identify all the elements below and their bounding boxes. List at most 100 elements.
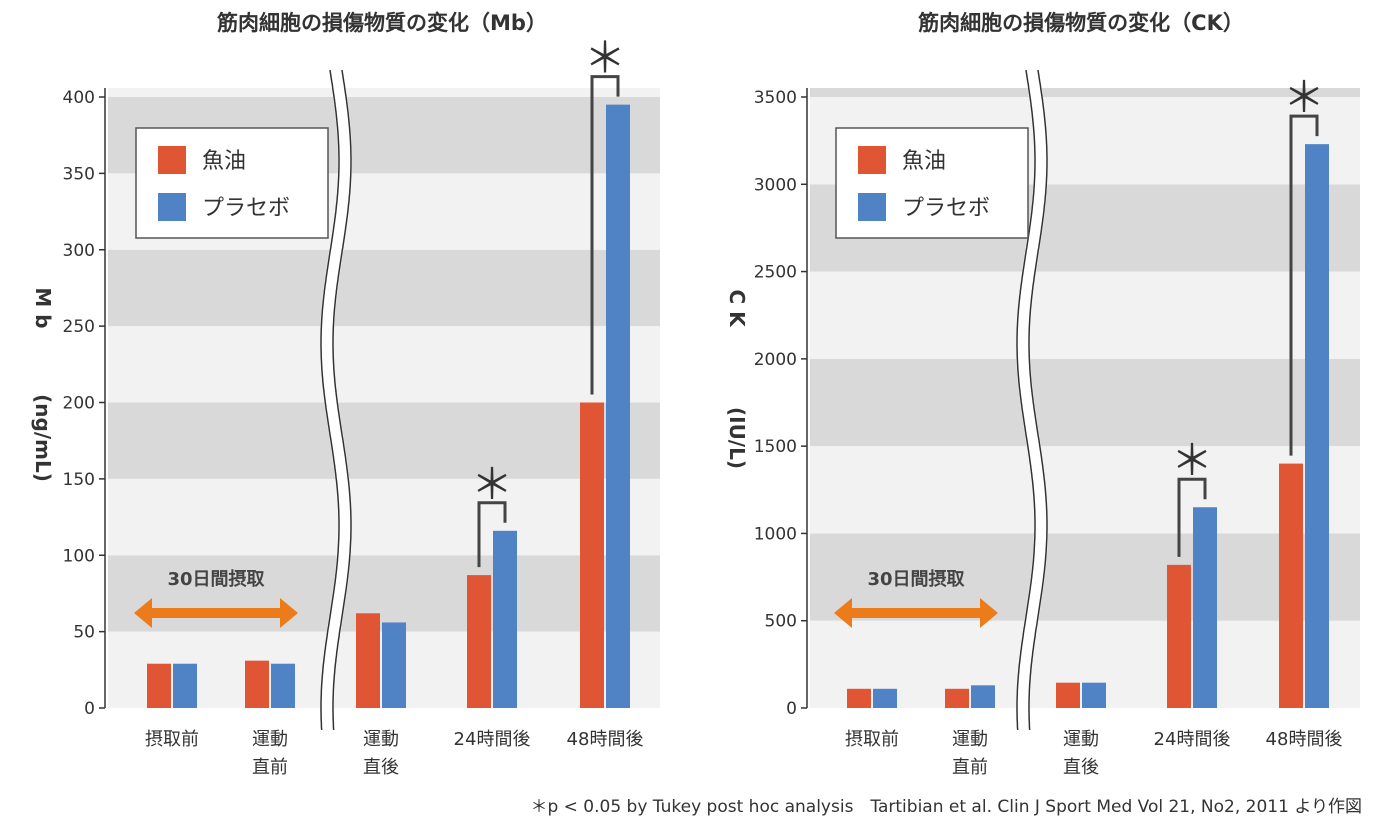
axis-break-line-left (1016, 69, 1036, 731)
y-tick-label: 3000 (754, 175, 797, 195)
legend-label: プラセボ (202, 196, 290, 221)
grid-band (108, 555, 660, 632)
bar-fish-oil-1 (147, 663, 171, 708)
grid-band (108, 88, 660, 97)
x-tick-label: 摂取前 (845, 729, 899, 750)
grid-band (810, 358, 1360, 447)
bar-placebo-5 (606, 104, 630, 708)
bar-placebo-4 (1193, 507, 1217, 708)
chart-figure: 筋肉細胞の損傷物質の変化（Mb） 0 50 100 150 200 250 300 350 400… (31, 11, 1360, 778)
y-axis-label-line2: (IU/L) (725, 407, 749, 469)
grid-band (108, 249, 660, 327)
significance-star: ＊ (1283, 73, 1325, 122)
bar-placebo-1 (873, 688, 897, 708)
grid-band (108, 326, 660, 403)
bar-fish-oil-5 (1279, 463, 1303, 708)
grid-band (810, 446, 1360, 534)
intake-arrow: 30日間摂取 (834, 568, 998, 628)
axis-break-line-right (332, 69, 352, 731)
y-tick-label: 3500 (754, 88, 797, 108)
y-tick-label: 250 (63, 317, 95, 337)
bar-fish-oil-1 (847, 688, 871, 708)
x-tick-label-line2: 直後 (1063, 757, 1099, 778)
axis-break-fill (320, 68, 352, 731)
x-tick-label: 24時間後 (454, 729, 531, 750)
double-arrow-shape (834, 598, 998, 628)
significance-bracket (590, 75, 620, 395)
grid-band (108, 402, 660, 479)
y-axis-label: M b (ng/mL) (31, 287, 55, 481)
intake-arrow: 30日間摂取 (134, 568, 298, 628)
legend-label: 魚油 (902, 149, 946, 174)
y-tick-label: 100 (63, 546, 95, 566)
y-tick-label: 350 (63, 164, 95, 184)
x-tick-label: 運動 (952, 729, 988, 750)
y-tick-label: 200 (63, 394, 95, 414)
y-tick-label: 150 (63, 470, 95, 490)
x-tick-label-line2: 直後 (363, 757, 399, 778)
axis-break-fill (1016, 68, 1048, 731)
significance-bracket (477, 501, 507, 568)
x-tick-label: 運動 (363, 729, 399, 750)
axis-break-line-left (320, 69, 340, 731)
bar-fish-oil-4 (1167, 564, 1191, 708)
grid-band (810, 271, 1360, 359)
y-axis-label: C K (IU/L) (725, 289, 749, 469)
significance-bracket (1289, 114, 1319, 456)
bar-fish-oil-2 (245, 660, 269, 708)
bar-placebo-3 (1082, 682, 1106, 708)
axis-break-line-right (1028, 69, 1048, 731)
intake-arrow-label: 30日間摂取 (167, 568, 265, 590)
bar-placebo-2 (271, 663, 295, 708)
chart-panel-2: 筋肉細胞の損傷物質の変化（CK） 0 500 1000 1500 2000 2500 3000… (725, 11, 1360, 778)
x-tick-label: 48時間後 (567, 729, 644, 750)
bar-placebo-2 (971, 685, 995, 708)
significance-star: ＊ (471, 460, 513, 509)
y-tick-label: 2500 (754, 263, 797, 283)
legend-label: 魚油 (202, 149, 246, 174)
bar-placebo-5 (1305, 144, 1329, 709)
bar-placebo-4 (493, 530, 517, 708)
y-tick-label: 500 (765, 612, 797, 632)
y-axis-label-line1: C K (725, 289, 749, 328)
y-tick-label: 300 (63, 241, 95, 261)
y-tick-label: 50 (73, 623, 95, 643)
bar-fish-oil-3 (1056, 682, 1080, 708)
bar-placebo-3 (382, 622, 406, 708)
y-tick-label: 2000 (754, 350, 797, 370)
x-tick-label-line2: 直前 (252, 757, 288, 778)
x-tick-label: 運動 (1063, 729, 1099, 750)
bar-fish-oil-3 (356, 613, 380, 708)
double-arrow-shape (134, 598, 298, 628)
significance-star: ＊ (1171, 436, 1213, 485)
intake-arrow-label: 30日間摂取 (867, 568, 965, 590)
y-tick-label: 1500 (754, 437, 797, 457)
chart-title: 筋肉細胞の損傷物質の変化（Mb） (216, 11, 547, 35)
x-tick-label: 24時間後 (1154, 729, 1231, 750)
y-tick-label: 400 (63, 88, 95, 108)
legend-swatch (858, 193, 886, 221)
legend-swatch (158, 146, 186, 174)
legend-box (135, 127, 329, 239)
grid-band (810, 88, 1360, 97)
bar-fish-oil-5 (580, 402, 604, 708)
x-tick-label: 48時間後 (1266, 729, 1343, 750)
legend-swatch (858, 146, 886, 174)
legend-box (835, 127, 1029, 239)
chart-title: 筋肉細胞の損傷物質の変化（CK） (917, 11, 1244, 35)
grid-band (810, 533, 1360, 621)
y-axis-label-line1: M b (31, 287, 55, 328)
footnote: ＊p < 0.05 by Tukey post hoc analysis Tar… (530, 797, 1362, 817)
significance-bracket (1177, 477, 1207, 557)
bar-fish-oil-4 (467, 575, 491, 708)
bar-placebo-1 (173, 663, 197, 708)
y-tick-label: 1000 (754, 524, 797, 544)
significance-star: ＊ (584, 34, 626, 83)
grid-band (108, 478, 660, 556)
x-tick-label: 摂取前 (145, 729, 199, 750)
x-tick-label-line2: 直前 (952, 757, 988, 778)
x-tick-label: 運動 (252, 729, 288, 750)
y-tick-label: 0 (84, 699, 95, 719)
